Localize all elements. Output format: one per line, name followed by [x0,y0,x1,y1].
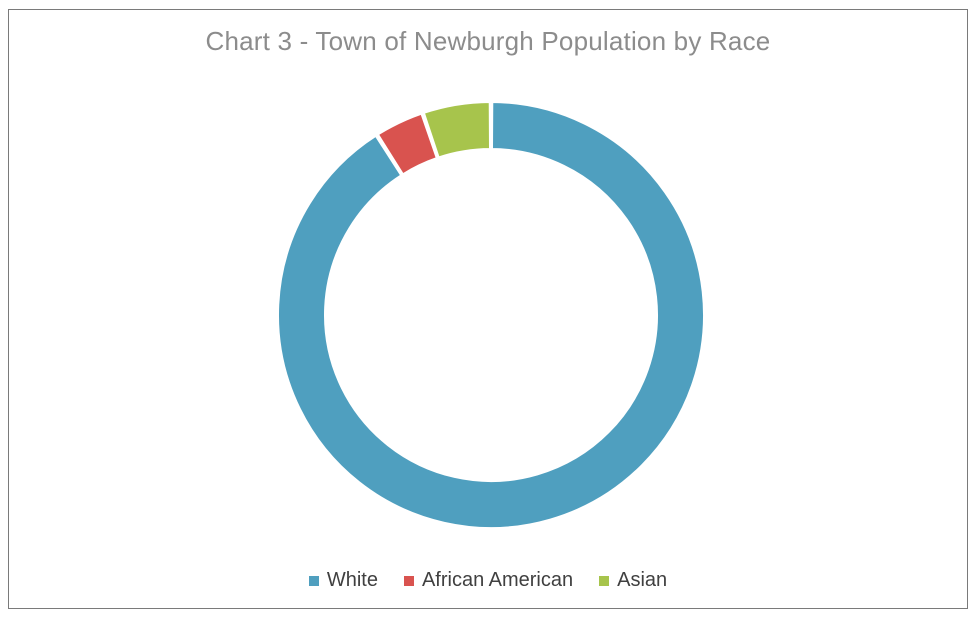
slice-white [277,100,705,529]
legend-label-asian: Asian [617,569,668,591]
legend-item-asian: Asian [599,569,667,592]
slice-african-american [376,112,439,176]
legend-item-white: White [308,569,378,592]
legend-label-african-american: African American [421,569,574,591]
legend-label-white: White [326,569,378,591]
legend-item-african-american: African American [403,569,574,592]
legend-swatch-asian [599,575,610,586]
legend-swatch-white [308,575,319,586]
slice-asian [422,100,492,159]
chart-title: Chart 3 - Town of Newburgh Population by… [205,26,771,56]
donut-chart [277,100,705,529]
chart-legend: White African American Asian [9,569,967,592]
legend-swatch-african-american [403,575,414,586]
chart-frame: Chart 3 - Town of Newburgh Population by… [8,9,968,609]
